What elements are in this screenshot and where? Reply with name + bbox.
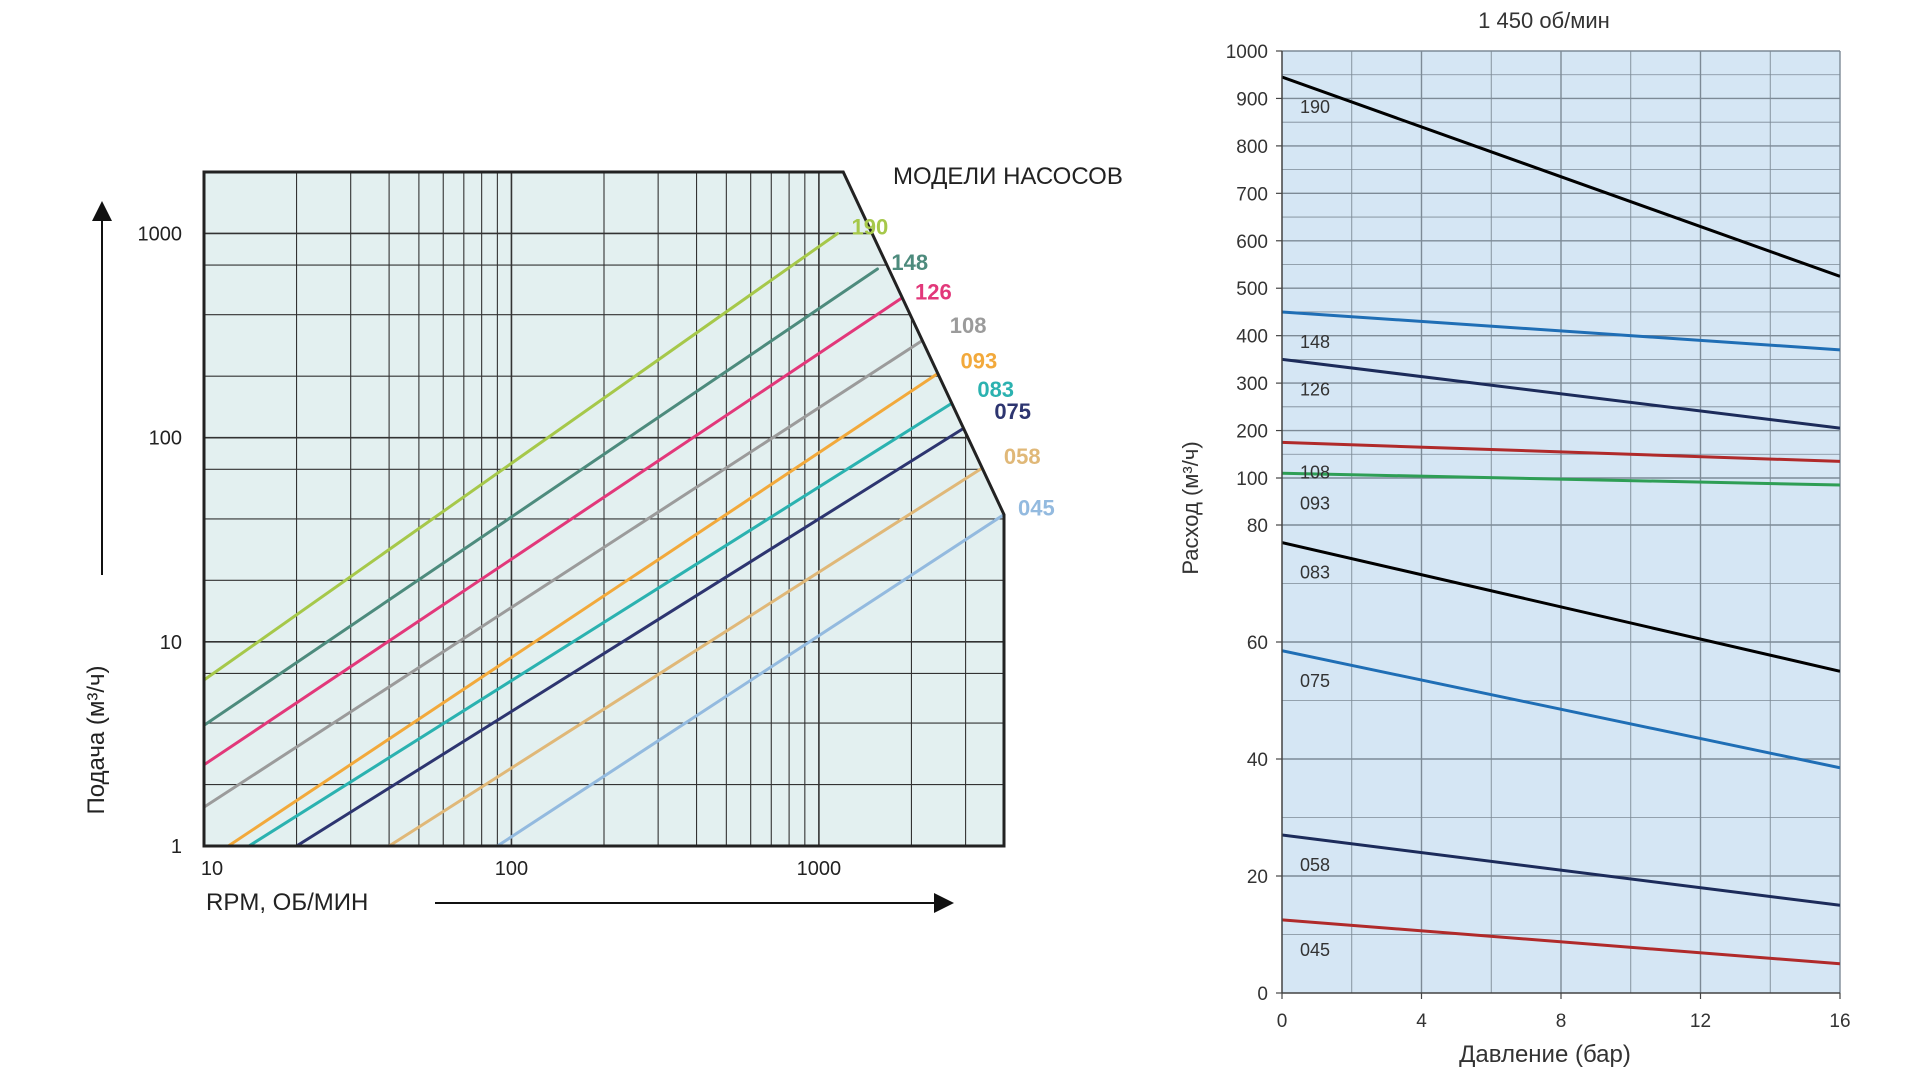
right-ytick-label: 800	[1236, 137, 1268, 158]
right-series-line-045	[1282, 918, 1840, 966]
right-series-label-148: 148	[1300, 332, 1330, 352]
right-series-labels: 190 148 126 108 093 083 075 058 045	[1300, 97, 1330, 960]
left-series-line-108	[204, 330, 938, 809]
left-y-axis-label: Подача (м³/ч)	[83, 665, 110, 814]
left-plot-border	[202, 170, 1006, 848]
right-series-line-108	[1282, 440, 1840, 463]
right-series-label-083: 083	[1300, 563, 1330, 583]
right-ytick-label: 600	[1236, 232, 1268, 253]
right-ytick-label: 100	[1236, 469, 1268, 490]
right-xtick-label: 12	[1690, 1011, 1711, 1032]
left-y-ticks: 1 10 100 1000	[138, 223, 183, 858]
left-x-ticks: 10 100 1000	[201, 858, 841, 880]
left-series-label-058: 058	[1004, 444, 1041, 469]
right-y-ticks: 0 20 40 60 80 100 200 300 400 500 600 700 800 900 1000	[1226, 42, 1282, 1005]
right-xtick-label: 16	[1829, 1011, 1850, 1032]
right-series-line-093	[1282, 471, 1840, 487]
left-series-line-190	[204, 231, 840, 682]
left-series-lines	[204, 231, 1004, 846]
left-series-line-126	[204, 297, 903, 767]
right-series-label-108: 108	[1300, 462, 1330, 482]
right-series-label-093: 093	[1300, 493, 1330, 513]
right-x-axis-label: Давление (бар)	[1459, 1041, 1631, 1068]
right-ytick-label: 300	[1236, 374, 1268, 395]
left-series-line-045	[495, 513, 1004, 846]
left-series-line-058	[387, 461, 992, 846]
left-series-line-148	[204, 267, 879, 727]
left-series-label-190: 190	[852, 214, 889, 239]
left-ytick-label: 100	[149, 428, 182, 450]
left-xtick-label: 1000	[797, 858, 842, 880]
right-ytick-label: 40	[1247, 750, 1268, 771]
left-series-line-075	[295, 416, 982, 846]
right-ytick-label: 400	[1236, 327, 1268, 348]
right-series-line-083	[1282, 541, 1840, 673]
right-series-line-058	[1282, 833, 1840, 907]
right-series-line-190	[1282, 75, 1840, 278]
right-chart-title: 1 450 об/мин	[1478, 8, 1610, 33]
right-series-line-148	[1282, 310, 1840, 352]
left-series-label-126: 126	[915, 280, 952, 305]
right-series-label-190: 190	[1300, 97, 1330, 117]
right-y-axis-label: Расход (м³/ч)	[1178, 441, 1203, 574]
right-ytick-label: 700	[1236, 184, 1268, 205]
left-ytick-label: 1000	[138, 223, 183, 245]
right-ytick-label: 1000	[1226, 42, 1268, 63]
right-ytick-label: 0	[1257, 984, 1268, 1005]
pressure-flow-chart: 1 450 об/мин 190148126108093083075058045…	[1178, 8, 1851, 1068]
left-xtick-label: 10	[201, 858, 223, 880]
right-ytick-label: 80	[1247, 516, 1268, 537]
right-ytick-label: 60	[1247, 633, 1268, 654]
models-header: МОДЕЛИ НАСОСОВ	[893, 163, 1123, 190]
right-series-line-126	[1282, 357, 1840, 430]
right-xtick-label: 8	[1556, 1011, 1567, 1032]
right-series-line-075	[1282, 649, 1840, 770]
right-xtick-label: 4	[1416, 1011, 1427, 1032]
left-series-label-108: 108	[950, 313, 987, 338]
left-ytick-label: 1	[171, 836, 182, 858]
right-ytick-label: 900	[1236, 89, 1268, 110]
right-series-lines	[1282, 75, 1840, 966]
right-ytick-label: 200	[1236, 422, 1268, 443]
left-series-label-045: 045	[1018, 496, 1055, 521]
right-grid	[1282, 50, 1841, 993]
left-series-label-075: 075	[994, 399, 1031, 424]
left-series-label-148: 148	[891, 250, 928, 275]
left-ytick-label: 10	[160, 632, 182, 654]
right-xtick-label: 0	[1277, 1011, 1288, 1032]
right-series-label-075: 075	[1300, 671, 1330, 691]
left-x-axis-label: RPM, ОБ/МИН	[206, 889, 368, 916]
left-series-label-083: 083	[977, 377, 1014, 402]
left-grid	[204, 172, 1004, 846]
right-x-ticks: 0 4 8 12 16	[1277, 993, 1851, 1032]
left-series-line-083	[247, 394, 965, 846]
right-series-label-045: 045	[1300, 940, 1330, 960]
left-series-line-093	[226, 366, 948, 846]
left-series-label-093: 093	[960, 349, 997, 374]
right-series-label-058: 058	[1300, 855, 1330, 875]
right-series-label-126: 126	[1300, 379, 1330, 399]
left-xtick-label: 100	[495, 858, 528, 880]
right-ytick-label: 20	[1247, 867, 1268, 888]
right-ytick-label: 500	[1236, 279, 1268, 300]
